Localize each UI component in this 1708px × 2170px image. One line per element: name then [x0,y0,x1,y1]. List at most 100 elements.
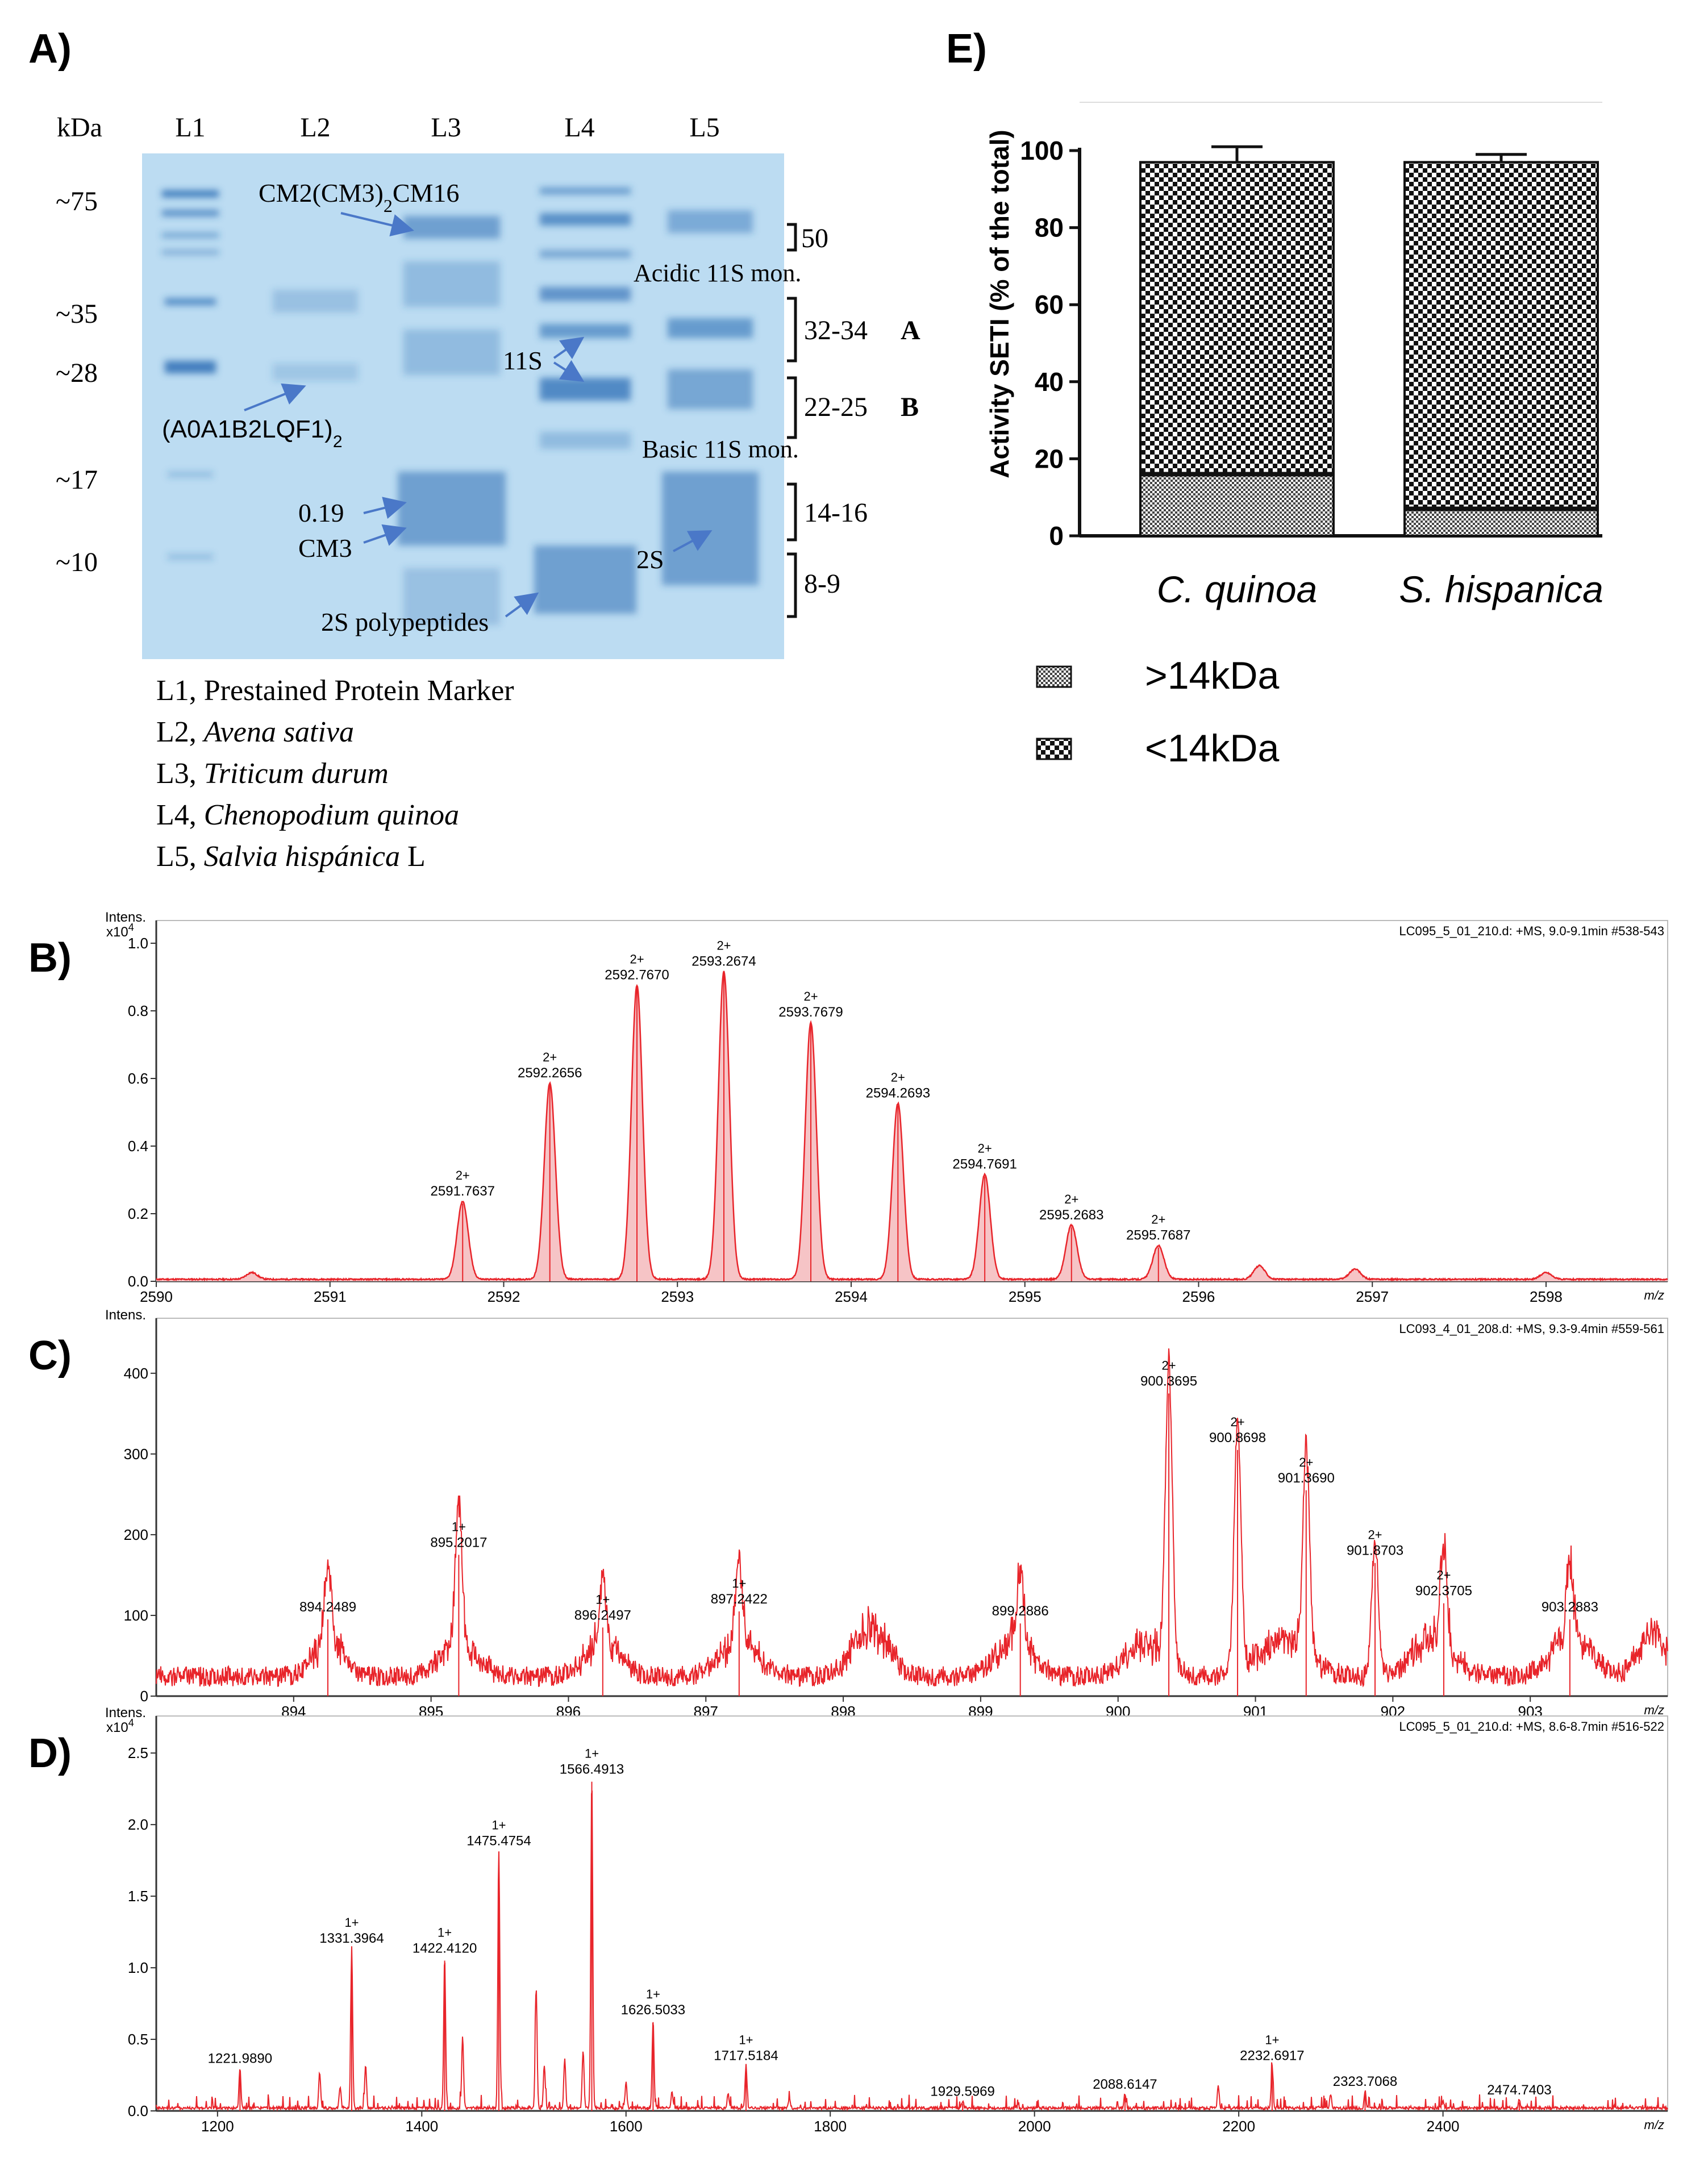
chart-e-ytick-label: 20 [1035,444,1064,473]
chart-c: Intens. LC093_4_01_208.d: +MS, 9.3-9.4min… [105,1307,1668,1720]
chart-d-xunit: m/z [1644,2118,1664,2132]
chart-c-peak-charge: 1+ [595,1592,610,1606]
chart-b-peak-label: 2594.7691 [952,1157,1017,1172]
chart-b-xtick-label: 2594 [835,1288,868,1305]
chart-c-peak-label: 901.8703 [1347,1543,1403,1559]
bracket-letter-a: A [901,315,920,345]
chart-d-xtick-label: 2000 [1018,2118,1051,2135]
chart-c-peak-label: 894.2489 [299,1600,356,1615]
marker-17: ~17 [56,465,98,495]
chart-c-peak-charge: 2+ [1436,1568,1451,1582]
chart-d-xtick-label: 2200 [1222,2118,1255,2135]
chart-d-intens-label: Intens. [105,1705,146,1721]
chart-b-trace [156,971,1668,1282]
chart-c-ytick-label: 300 [124,1446,148,1463]
bracket-label-14-16: 14-16 [804,498,868,528]
chart-e-category-label: C. quinoa [1157,568,1318,610]
chart-e-bar-lt14 [1403,507,1599,537]
gel-annotations: CM2(CM3)2CM16 (A0A1B2LQF1)2 11S 0.19 CM3… [162,178,713,636]
annotation-cm3: CM3 [298,534,352,563]
chart-b-peak-charge: 2+ [978,1142,992,1156]
arrow-11s-lower [553,360,585,382]
chart-d-peak-charge: 1+ [585,1747,599,1761]
chart-e-ytick-label: 0 [1049,521,1064,551]
chart-b-xtick-label: 2593 [661,1288,694,1305]
chart-c-xtick-label: 903 [1518,1703,1542,1720]
chart-b-peak-label: 2595.7687 [1126,1228,1190,1243]
legend-swatch-gt14 [1036,665,1072,688]
chart-b-peak-charge: 2+ [456,1168,470,1182]
annotation-cm2: CM2(CM3)2CM16 [259,178,459,216]
chart-d-ytick-label: 1.0 [128,1959,148,1976]
bracket-8-9 [787,552,797,618]
chart-c-header: LC093_4_01_208.d: +MS, 9.3-9.4min #559-5… [1399,1322,1664,1336]
chart-c-xtick-label: 896 [556,1703,581,1720]
chart-c-peak-label: 900.3695 [1140,1373,1197,1389]
chart-d-peak-label: 1331.3964 [319,1931,384,1946]
chart-d: Intens.x104 LC095_5_01_210.d: +MS, 8.6-8.… [105,1705,1668,2135]
chart-c-xtick-label: 895 [419,1703,443,1720]
legend-label-lt14: <14kDa [1145,727,1279,770]
chart-e-ytick-label: 40 [1035,367,1064,397]
chart-d-peak-label: 2088.6147 [1093,2077,1157,2092]
chart-b-peak-charge: 2+ [543,1050,557,1064]
chart-d-ytick-label: 1.5 [128,1888,148,1905]
chart-d-peak-label: 1221.9890 [208,2051,272,2066]
chart-e-ytick-label: 60 [1035,290,1064,319]
chart-e-bar-gt14 [1139,161,1335,476]
panel-e: E) Activity SETI (% of the total) 0 20 40 6… [946,26,1603,770]
chart-e-legend: >14kDa <14kDa [1036,654,1279,770]
chart-b-xtick-label: 2596 [1182,1288,1215,1305]
chart-b: Intens.x104 LC095_5_01_210.d: +MS, 9.0-9.… [105,910,1668,1305]
arrow-2s [673,530,713,552]
chart-b-xtick-label: 2597 [1356,1288,1389,1305]
bracket-caption-basic: Basic 11S mon. [642,435,799,463]
lane-label-l2: L2 [300,113,330,143]
chart-e-ytick-label: 80 [1035,213,1064,243]
chart-c-xtick-label: 894 [281,1703,306,1720]
chart-b-peak-label: 2593.2674 [691,954,756,969]
chart-b-xtick-label: 2598 [1530,1288,1563,1305]
annotation-019: 0.19 [298,498,344,527]
chart-b-ytick-label: 0.6 [128,1070,148,1087]
chart-d-peak-label: 1475.4754 [466,1834,531,1849]
chart-e-category-label: S. hispanica [1399,568,1603,610]
panel-d: D) Intens.x104 LC095_5_01_210.d: +MS, 8.6… [28,1705,1668,2135]
chart-d-peak-label: 1422.4120 [413,1940,477,1956]
arrow-a0a1 [244,383,306,411]
chart-b-header: LC095_5_01_210.d: +MS, 9.0-9.1min #538-5… [1399,924,1664,938]
chart-c-peak-charge: 2+ [1368,1528,1382,1542]
bracket-32-34 [787,297,797,363]
chart-b-ytick-label: 0.4 [128,1138,148,1155]
chart-b-scale-label: x104 [106,922,134,940]
marker-28: ~28 [56,358,98,388]
chart-c-peak-label: 903.2883 [1542,1600,1598,1615]
lane-labels: L1 L2 L3 L4 L5 [175,113,719,143]
chart-c-peak-charge: 2+ [1162,1358,1176,1372]
legend-l5: L5, Salvia hispánica L [156,840,426,873]
chart-b-peak-label: 2593.7679 [778,1005,843,1020]
chart-b-xtick-label: 2591 [314,1288,347,1305]
legend-l2: L2, Avena sativa [156,716,354,748]
arrow-2s-polypeptides [505,592,539,618]
chart-b-ytick-label: 0.0 [128,1273,148,1290]
annotation-2s-polypeptides: 2S polypeptides [321,607,489,636]
chart-d-peak-label: 1717.5184 [714,2048,778,2063]
chart-d-xtick-label: 1400 [405,2118,438,2135]
chart-d-peak-label: 2323.7068 [1333,2074,1397,2089]
chart-c-peak-label: 895.2017 [430,1535,487,1550]
panel-b-label: B) [28,935,72,981]
chart-e-bar-lt14 [1139,473,1335,538]
chart-e-bar-gt14 [1403,161,1599,510]
arrow-cm3 [363,524,407,546]
chart-d-peak-charge: 1+ [1265,2032,1279,2047]
panel-e-label: E) [946,26,987,72]
panel-d-label: D) [28,1731,72,1776]
chart-b-intens-label: Intens. [105,910,146,925]
chart-e-ytick-label: 100 [1020,136,1064,165]
chart-c-peak-label: 899.2886 [992,1603,1049,1619]
legend-swatch-lt14 [1036,738,1072,760]
bracket-22-25 [787,376,797,439]
chart-b-area [156,971,1668,1281]
chart-b-ytick-label: 0.8 [128,1002,148,1019]
